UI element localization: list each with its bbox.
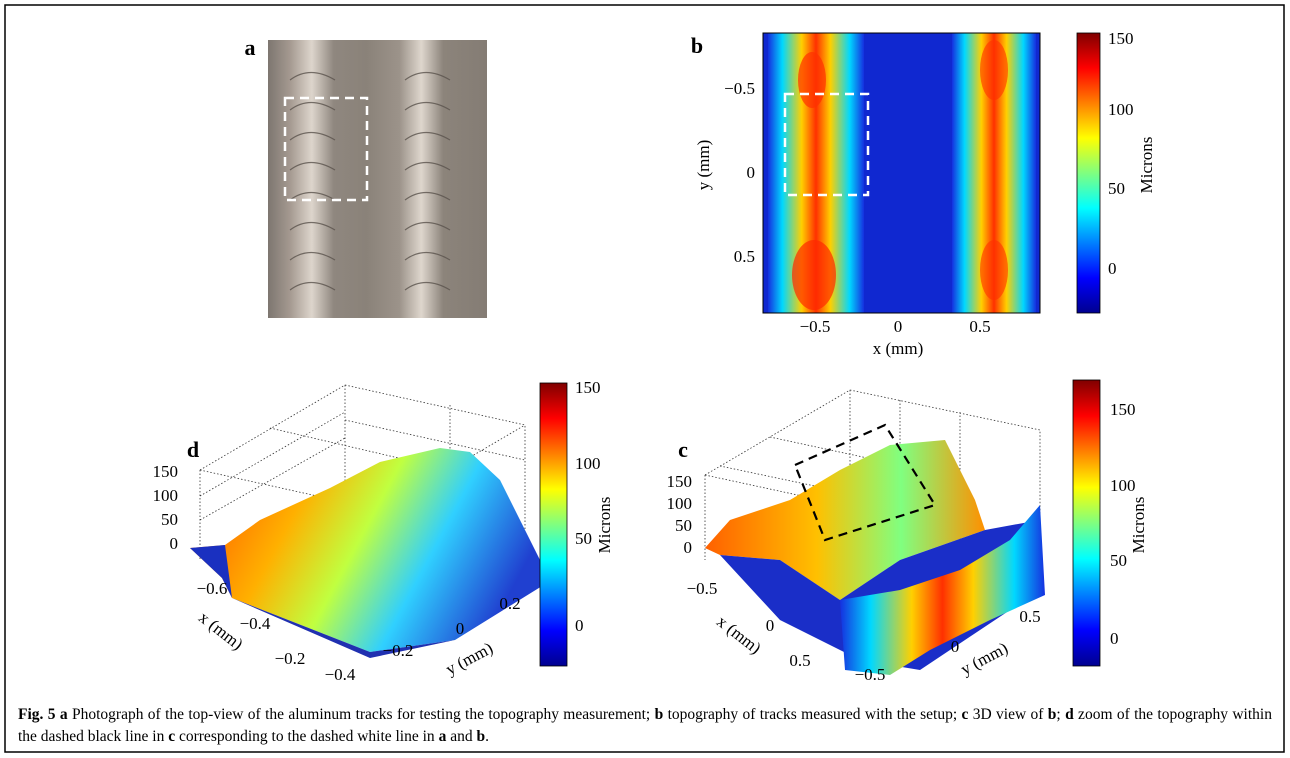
z-tick-label: 0 [684,538,693,557]
colorbar-tick-label: 150 [1108,29,1134,48]
x-tick-label: 0.5 [969,317,990,336]
colorbar-tick-label: 50 [1108,179,1125,198]
caption-run: ; [1056,706,1065,723]
y-tick-label: −0.5 [724,79,755,98]
y-tick-label: 0 [951,637,960,656]
panel-label: a [245,35,256,60]
y-tick-label: −0.5 [855,665,886,684]
x-axis-label: x (mm) [873,339,924,358]
caption-run: 3D view of [968,706,1047,723]
caption-run: corresponding to the dashed white line i… [175,728,438,745]
caption-run: . [485,728,489,745]
x-tick-label: −0.4 [240,614,271,633]
heatmap [763,33,1040,313]
figure: a b d c −0.5 0 0.5 −0.5 0 0.5 x (mm) y (mm) 150 100 50… [0,0,1290,758]
photo [268,40,487,318]
caption-run: Fig. 5 [18,706,56,723]
colorbar-tick-label: 50 [575,529,592,548]
colorbar-tick-label: 0 [575,616,584,635]
colorbar-label: Microns [595,497,614,554]
x-tick-label: −0.2 [275,649,306,668]
z-tick-label: 0 [170,534,179,553]
colorbar-tick-label: 100 [1110,476,1136,495]
colorbar-tick-label: 100 [1108,100,1134,119]
y-axis-label: y (mm) [442,638,496,678]
y-tick-label: 0 [747,163,756,182]
z-tick-label: 150 [667,472,693,491]
caption-run: b [476,728,485,745]
panel-label: b [691,33,703,58]
x-tick-label: −0.6 [197,579,228,598]
y-tick-label: −0.2 [383,641,414,660]
caption-run: topography of tracks measured with the s… [663,706,961,723]
z-tick-label: 100 [153,486,179,505]
colorbar [540,383,567,666]
caption-run: and [446,728,476,745]
page: {"panels": { "a": {"label": "a"}, "b": {… [0,0,1290,758]
y-axis-label: y (mm) [694,140,713,191]
caption-run: Photograph of the top-view of the alumin… [68,706,655,723]
panel-label: d [187,437,199,462]
colorbar [1077,33,1100,313]
colorbar-tick-label: 50 [1110,551,1127,570]
colorbar-tick-label: 0 [1108,259,1117,278]
caption: Fig. 5 a Photograph of the top-view of t… [18,704,1272,748]
panel-label: c [678,437,688,462]
y-axis-label: y (mm) [957,638,1011,678]
y-tick-label: 0.5 [734,247,755,266]
colorbar-tick-label: 150 [575,378,601,397]
x-tick-label: −0.5 [800,317,831,336]
x-axis-label: x (mm) [713,612,765,658]
y-tick-label: 0.2 [499,594,520,613]
colorbar-label: Microns [1129,497,1148,554]
colorbar-tick-label: 0 [1110,629,1119,648]
caption-run: a [60,706,68,723]
colorbar-tick-label: 100 [575,454,601,473]
colorbar-label: Microns [1137,137,1156,194]
colorbar-tick-label: 150 [1110,400,1136,419]
z-tick-label: 150 [153,462,179,481]
caption-run: b [655,706,664,723]
y-tick-label: 0.5 [1019,607,1040,626]
x-tick-label: −0.5 [687,579,718,598]
x-tick-label: 0 [766,616,775,635]
x-tick-label: 0.5 [789,651,810,670]
x-tick-label: 0 [894,317,903,336]
caption-run: d [1065,706,1074,723]
z-tick-label: 50 [675,516,692,535]
y-tick-label: 0 [456,619,465,638]
z-tick-label: 100 [667,494,693,513]
y-tick-label: −0.4 [325,665,356,684]
colorbar [1073,380,1100,666]
z-tick-label: 50 [161,510,178,529]
